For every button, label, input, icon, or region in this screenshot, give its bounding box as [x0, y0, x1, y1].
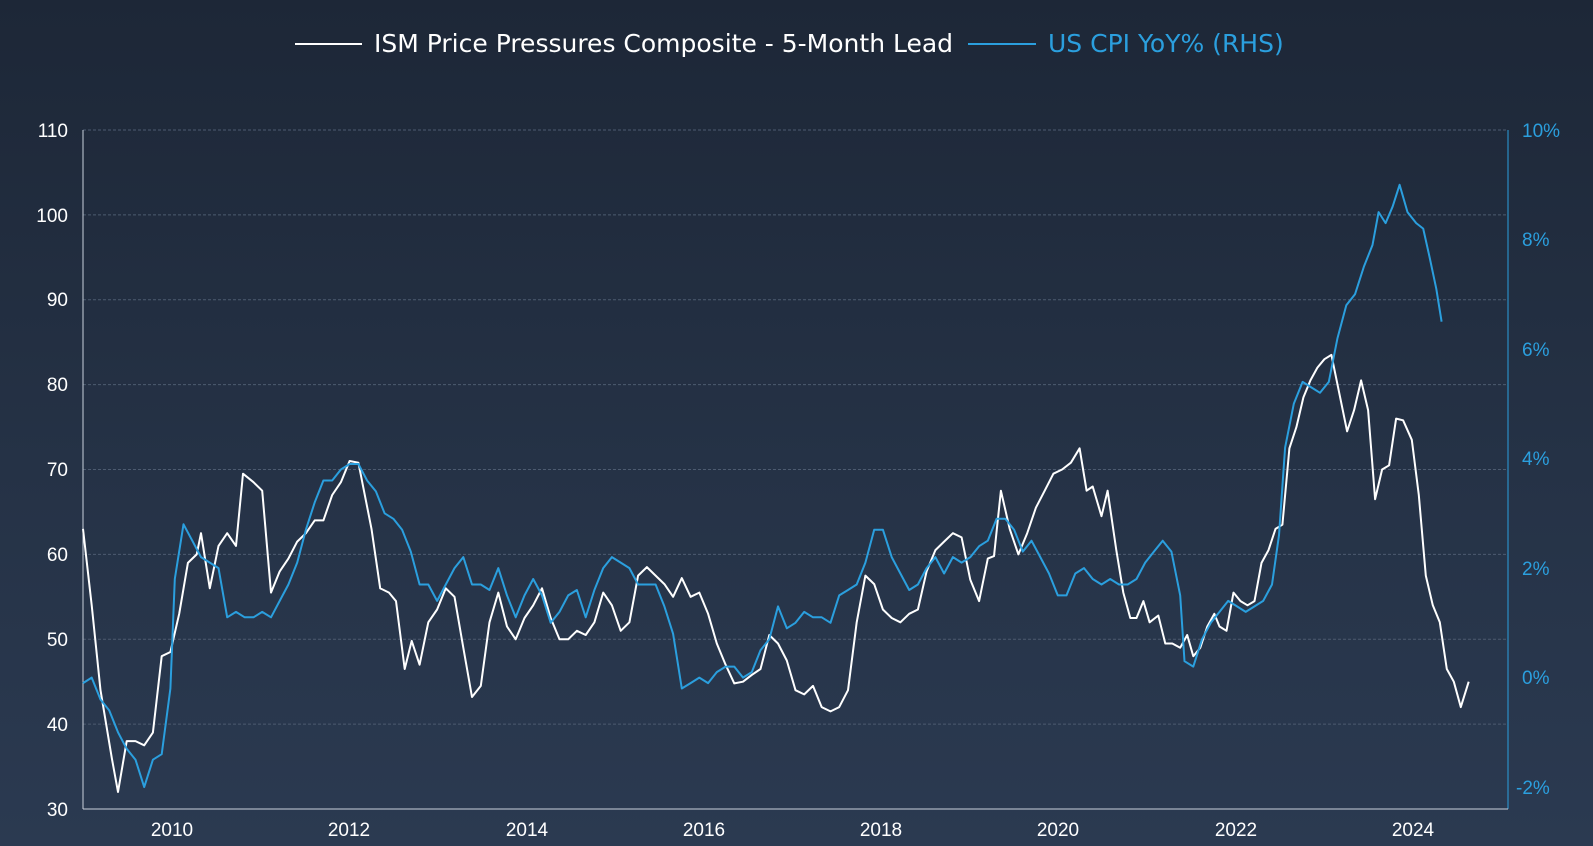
- left-axis-ticks: 110 100 90 80 70 60 50 40 30: [36, 121, 68, 821]
- y-left-tick-label: 110: [38, 121, 68, 142]
- y-left-tick-label: 60: [47, 545, 68, 566]
- y-left-tick-label: 90: [47, 290, 68, 311]
- x-tick-label: 2010: [151, 820, 193, 841]
- y-right-tick-label: 8%: [1522, 230, 1550, 251]
- x-tick-label: 2020: [1037, 820, 1079, 841]
- x-tick-label: 2022: [1215, 820, 1257, 841]
- y-left-tick-label: 50: [47, 630, 68, 651]
- right-axis-ticks: 10% 8% 6% 4% 2% 0% -2%: [1516, 121, 1560, 799]
- y-left-tick-label: 100: [36, 206, 68, 227]
- gridlines: [83, 129, 1508, 725]
- x-tick-label: 2012: [328, 820, 370, 841]
- x-tick-label: 2014: [506, 820, 549, 841]
- legend-label-ism: ISM Price Pressures Composite - 5-Month …: [374, 29, 953, 58]
- y-right-tick-label: 2%: [1522, 559, 1550, 580]
- x-axis-ticks: 2010 2012 2014 2016 2018 2020 2022 2024: [151, 820, 1435, 841]
- x-tick-label: 2024: [1392, 820, 1435, 841]
- legend: ISM Price Pressures Composite - 5-Month …: [295, 29, 1284, 58]
- y-right-tick-label: -2%: [1516, 778, 1550, 799]
- series-line-ism: [82, 353, 1470, 793]
- y-left-tick-label: 80: [47, 375, 68, 396]
- legend-label-cpi: US CPI YoY% (RHS): [1048, 29, 1284, 58]
- x-tick-label: 2016: [683, 820, 725, 841]
- y-right-tick-label: 6%: [1522, 340, 1550, 361]
- y-right-tick-label: 10%: [1522, 121, 1560, 142]
- x-tick-label: 2018: [860, 820, 902, 841]
- y-left-tick-label: 40: [47, 715, 68, 736]
- y-right-tick-label: 4%: [1522, 449, 1550, 470]
- y-left-tick-label: 70: [47, 460, 68, 481]
- y-left-tick-label: 30: [47, 800, 68, 821]
- series-line-cpi: [82, 183, 1443, 789]
- y-right-tick-label: 0%: [1522, 668, 1550, 689]
